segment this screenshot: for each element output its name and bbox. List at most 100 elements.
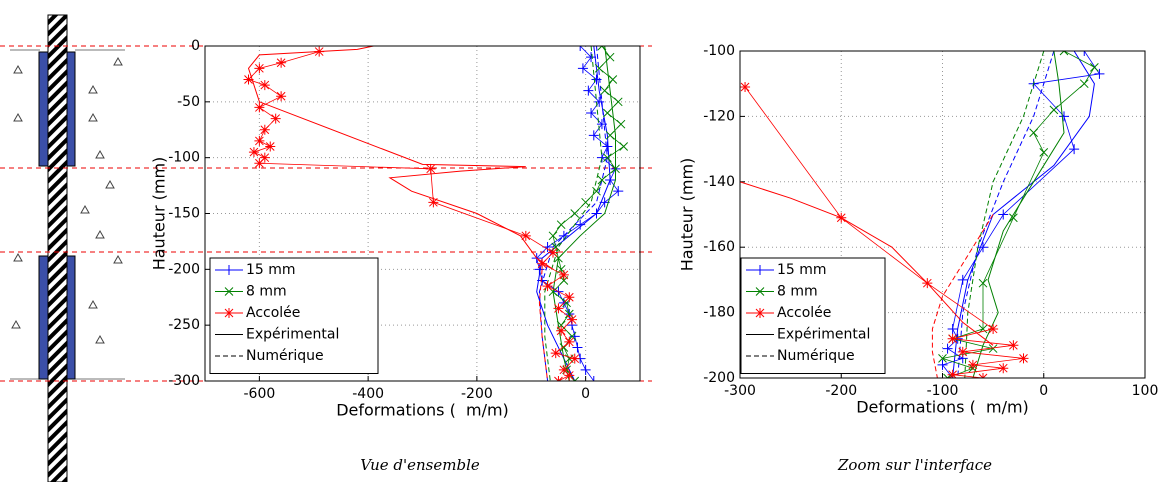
plot: -300 -200 -100 0 100-100-120-140-160-180-200… <box>678 43 1159 417</box>
legend-marker <box>755 308 765 318</box>
marker <box>596 119 607 130</box>
x-axis-label: Deformations ( m/m) <box>856 398 1029 417</box>
marker <box>580 364 591 375</box>
marker <box>978 242 988 253</box>
x-tick-label: -200 <box>825 383 857 399</box>
marker <box>254 102 265 113</box>
numerical-line <box>957 51 1055 378</box>
marker <box>270 113 281 124</box>
marker <box>1094 68 1105 79</box>
marker <box>594 96 605 107</box>
marker <box>1069 144 1080 155</box>
x-tick-label: 100 <box>1132 383 1159 399</box>
aggregate <box>113 57 123 66</box>
pile-schematic <box>10 14 125 482</box>
marker <box>588 130 599 141</box>
plot-area <box>243 46 629 381</box>
legend: 15 mm 8 mm Accolée Expérimental Numérique <box>209 257 379 374</box>
aggregate <box>95 335 105 344</box>
legend-box <box>209 257 379 374</box>
marker <box>520 230 531 241</box>
y-axis-label: Hauteur (mm) <box>678 158 697 272</box>
marker <box>548 231 558 241</box>
y-tick-label: -120 <box>703 108 735 124</box>
numerical-line <box>931 214 994 378</box>
x-tick-label: -600 <box>243 386 275 402</box>
y-tick-label: 0 <box>191 38 200 54</box>
aggregate <box>88 113 98 122</box>
marker <box>537 275 548 286</box>
legend-label: Numérique <box>246 348 324 364</box>
marker <box>314 46 325 57</box>
marker <box>967 359 978 370</box>
marker <box>570 209 580 218</box>
marker <box>608 75 618 84</box>
marker <box>978 278 988 288</box>
marker <box>425 163 436 174</box>
experimental-line <box>536 46 611 381</box>
legend-label: 15 mm <box>777 262 827 278</box>
legend-box <box>740 257 886 374</box>
legend-label: Numérique <box>777 348 855 364</box>
legend-marker <box>224 308 234 318</box>
marker <box>254 135 265 146</box>
y-tick-label: -300 <box>168 373 200 389</box>
marker <box>581 197 590 207</box>
marker <box>836 212 847 223</box>
marker <box>577 63 588 74</box>
numerical-line <box>538 269 549 381</box>
marker <box>947 333 958 344</box>
marker <box>605 130 615 140</box>
marker <box>740 81 751 92</box>
legend-marker <box>755 265 765 275</box>
marker <box>619 142 629 151</box>
marker <box>1059 111 1069 122</box>
aggregate <box>88 300 98 309</box>
marker <box>616 119 626 129</box>
marker <box>259 152 270 163</box>
legend-marker <box>755 287 765 296</box>
y-tick-label: -100 <box>168 150 200 166</box>
marker <box>588 376 599 381</box>
marker <box>1079 51 1090 56</box>
marker <box>1029 128 1038 138</box>
marker <box>605 52 615 62</box>
x-tick-label: 0 <box>1039 383 1048 399</box>
x-axis-label: Deformations ( m/m) <box>336 401 509 420</box>
marker <box>1018 353 1029 364</box>
aggregate <box>113 255 123 264</box>
x-tick-label: -100 <box>927 383 959 399</box>
marker <box>957 274 968 285</box>
marker <box>942 343 953 354</box>
marker <box>1090 62 1099 72</box>
marker <box>248 147 259 158</box>
marker <box>947 369 958 378</box>
y-tick-label: -100 <box>703 43 735 59</box>
marker <box>613 186 624 197</box>
marker <box>1039 148 1049 157</box>
aggregate <box>13 113 23 122</box>
marker <box>548 247 558 258</box>
marker <box>1059 51 1069 56</box>
marker <box>550 348 561 359</box>
marker <box>575 219 586 230</box>
axes-frame <box>739 50 1146 379</box>
legend-label: 8 mm <box>246 284 287 300</box>
marker <box>276 57 287 68</box>
experimental-line <box>952 51 1095 378</box>
numerical-line <box>964 51 1045 378</box>
measured-line <box>941 51 1101 378</box>
marker <box>265 141 276 152</box>
measured-line <box>744 86 1024 378</box>
marker <box>594 63 604 73</box>
aggregate <box>105 180 115 189</box>
marker <box>998 363 1009 374</box>
aggregate <box>13 65 23 74</box>
caption: Zoom sur l'interface <box>837 456 992 474</box>
marker <box>564 292 575 303</box>
marker <box>591 208 602 219</box>
marker <box>1008 340 1019 351</box>
legend-label: Accolée <box>246 305 300 321</box>
marker <box>592 186 601 196</box>
marker <box>603 108 612 118</box>
